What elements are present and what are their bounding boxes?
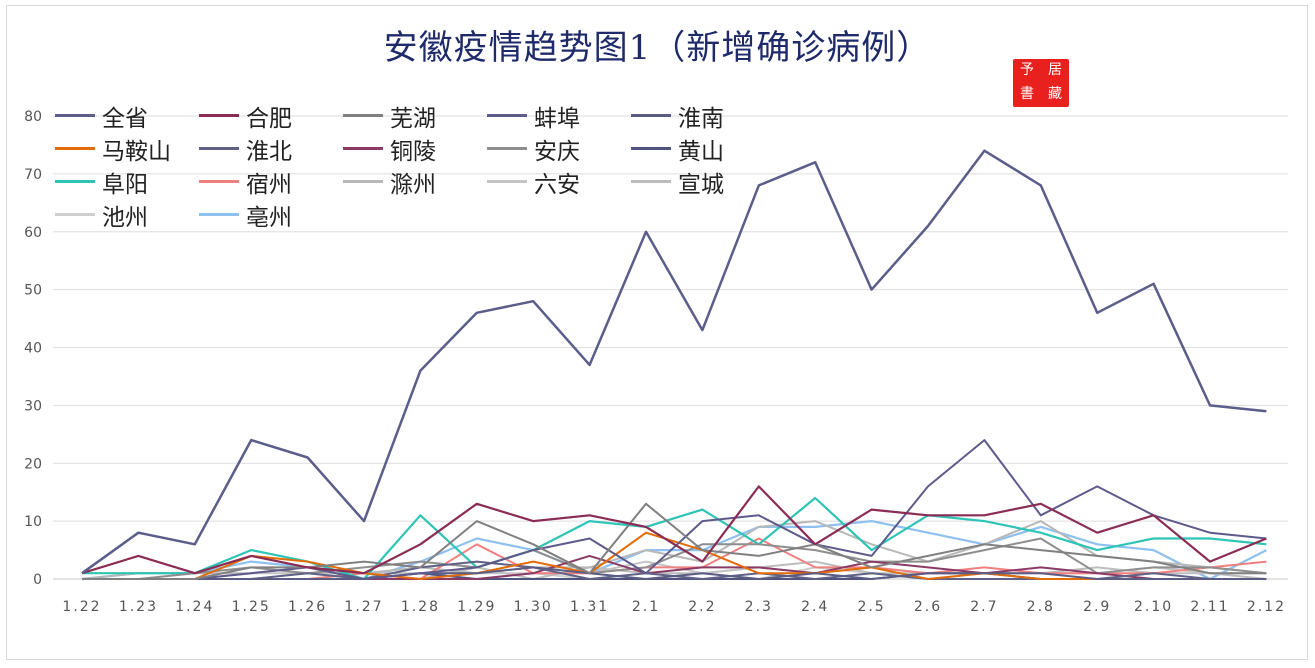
legend-item: 黄山 xyxy=(631,133,775,165)
legend-label: 六安 xyxy=(534,171,580,198)
legend-label: 合肥 xyxy=(246,105,292,132)
legend-item: 合肥 xyxy=(199,100,343,132)
seal-char-4: 藏 xyxy=(1048,86,1062,102)
y-tick-label: 10 xyxy=(24,514,42,530)
legend-item: 六安 xyxy=(487,166,631,198)
legend-item: 安庆 xyxy=(487,133,631,165)
series-line-17 xyxy=(81,519,1267,581)
chart-legend: 全省 合肥 芜湖 蚌埠 淮南马鞍山 淮北 铜陵 安庆 黄山阜阳 宿州 滁州 六安 宣城池州 亳州 xyxy=(55,100,775,231)
legend-label: 马鞍山 xyxy=(102,138,171,165)
legend-swatch xyxy=(487,147,527,150)
x-tick-label: 1.24 xyxy=(175,599,214,615)
x-tick-label: 2.7 xyxy=(970,599,998,615)
legend-item: 淮北 xyxy=(199,133,343,165)
y-tick-label: 60 xyxy=(24,225,42,241)
legend-label: 淮南 xyxy=(678,105,724,132)
x-tick-label: 1.25 xyxy=(232,599,271,615)
legend-item: 铜陵 xyxy=(343,133,487,165)
legend-label: 全省 xyxy=(102,105,148,132)
legend-item: 芜湖 xyxy=(343,100,487,132)
x-tick-label: 1.28 xyxy=(401,599,440,615)
x-tick-label: 1.30 xyxy=(514,599,553,615)
series-line-5 xyxy=(82,566,1267,580)
collector-seal-stamp: 予 居 書 藏 xyxy=(1013,59,1069,107)
x-tick-label: 1.23 xyxy=(119,599,158,615)
legend-label: 亳州 xyxy=(246,204,292,231)
legend-label: 池州 xyxy=(102,204,148,231)
legend-swatch xyxy=(343,180,383,183)
x-tick-label: 1.26 xyxy=(288,599,327,615)
x-tick-label: 2.6 xyxy=(914,599,942,615)
y-tick-label: 0 xyxy=(33,572,42,588)
y-tick-label: 80 xyxy=(24,109,42,125)
legend-swatch xyxy=(631,114,671,117)
legend-swatch xyxy=(199,180,239,183)
x-tick-label: 2.3 xyxy=(745,599,773,615)
legend-label: 蚌埠 xyxy=(534,105,580,132)
legend-swatch xyxy=(631,147,671,150)
x-tick-label: 2.11 xyxy=(1190,599,1229,615)
legend-swatch xyxy=(343,147,383,150)
seal-char-3: 書 xyxy=(1020,86,1034,102)
series-line-4 xyxy=(82,439,1267,580)
legend-label: 滁州 xyxy=(390,171,436,198)
legend-item: 滁州 xyxy=(343,166,487,198)
legend-label: 黄山 xyxy=(678,138,724,165)
legend-swatch xyxy=(55,114,95,117)
x-tick-label: 2.1 xyxy=(632,599,660,615)
x-tick-label: 2.5 xyxy=(857,599,885,615)
series-line-2 xyxy=(81,485,1267,575)
legend-swatch xyxy=(487,180,527,183)
legend-item: 蚌埠 xyxy=(487,100,631,132)
legend-item: 全省 xyxy=(55,100,199,132)
legend-label: 安庆 xyxy=(534,138,580,165)
legend-swatch xyxy=(487,114,527,117)
series-line-6 xyxy=(82,531,1267,580)
legend-label: 阜阳 xyxy=(102,171,148,198)
series-line-1 xyxy=(81,149,1267,575)
x-tick-label: 2.2 xyxy=(688,599,716,615)
legend-swatch xyxy=(55,180,95,183)
legend-label: 芜湖 xyxy=(390,105,436,132)
legend-label: 铜陵 xyxy=(390,138,436,165)
legend-item: 宣城 xyxy=(631,166,775,198)
legend-label: 宣城 xyxy=(678,171,724,198)
x-tick-label: 2.4 xyxy=(801,599,829,615)
y-tick-label: 50 xyxy=(24,283,42,299)
x-tick-label: 1.27 xyxy=(344,599,383,615)
legend-swatch xyxy=(55,147,95,150)
legend-swatch xyxy=(199,147,239,150)
legend-swatch xyxy=(199,213,239,216)
legend-item: 亳州 xyxy=(199,199,343,231)
x-tick-label: 1.29 xyxy=(457,599,496,615)
y-tick-label: 40 xyxy=(24,341,42,357)
x-tick-label: 2.9 xyxy=(1083,599,1111,615)
legend-item: 淮南 xyxy=(631,100,775,132)
legend-label: 宿州 xyxy=(246,171,292,198)
x-tick-label: 2.8 xyxy=(1027,599,1055,615)
y-tick-label: 30 xyxy=(24,398,42,414)
seal-char-1: 予 xyxy=(1020,62,1034,78)
y-tick-label: 20 xyxy=(24,456,42,472)
legend-item: 宿州 xyxy=(199,166,343,198)
x-tick-label: 2.10 xyxy=(1134,599,1173,615)
series-line-3 xyxy=(82,502,1267,580)
legend-swatch xyxy=(199,114,239,117)
y-tick-label: 70 xyxy=(24,167,42,183)
legend-swatch xyxy=(631,180,671,183)
legend-item: 阜阳 xyxy=(55,166,199,198)
legend-label: 淮北 xyxy=(246,138,292,165)
seal-char-2: 居 xyxy=(1048,62,1062,78)
legend-swatch xyxy=(343,114,383,117)
series-line-11 xyxy=(82,496,1267,581)
legend-item: 马鞍山 xyxy=(55,133,199,165)
legend-swatch xyxy=(55,213,95,216)
chart-title: 安徽疫情趋势图1（新增确诊病例） xyxy=(383,28,932,68)
x-tick-label: 2.12 xyxy=(1247,599,1286,615)
x-tick-label: 1.31 xyxy=(570,599,609,615)
x-tick-label: 1.22 xyxy=(62,599,101,615)
legend-item: 池州 xyxy=(55,199,199,231)
